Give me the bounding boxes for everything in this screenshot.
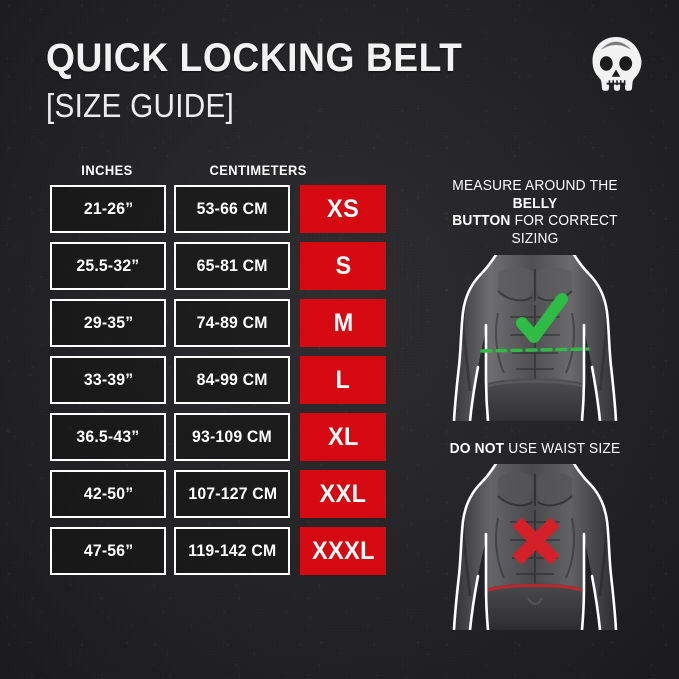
cell-inches: 47-56”	[50, 527, 167, 575]
caption-text-lite: FOR CORRECT SIZING	[510, 213, 618, 248]
cell-size-badge: S	[300, 242, 386, 290]
skull-icon	[589, 36, 643, 100]
cell-size-value: L	[335, 365, 351, 394]
cell-size-value: XXXL	[311, 536, 375, 565]
caption-text-heavy: DO NOT	[449, 440, 505, 457]
cell-centimeters: 119-142 CM	[174, 527, 291, 575]
cell-size-badge: L	[300, 356, 386, 404]
cell-size-badge: XL	[300, 413, 386, 461]
cell-size-value: M	[333, 308, 354, 337]
cell-inches-value: 47-56”	[83, 541, 133, 560]
table-row: 25.5-32” 65-81 CM S	[50, 242, 386, 290]
cell-inches-value: 42-50”	[83, 484, 133, 503]
cell-centimeters: 84-99 CM	[174, 356, 291, 404]
table-header-row: INCHES CENTIMETERS	[50, 162, 386, 178]
spacer	[424, 421, 646, 441]
cell-inches: 29-35”	[50, 299, 167, 347]
caption-text-heavy: BUTTON	[452, 213, 511, 230]
cell-centimeters-value: 74-89 CM	[196, 313, 268, 332]
cell-inches: 25.5-32”	[50, 242, 167, 290]
green-dashed-belly-line	[480, 347, 590, 353]
page-title: QUICK LOCKING BELT	[46, 36, 463, 80]
table-row: 42-50” 107-127 CM XXL	[50, 470, 386, 518]
cell-inches-value: 33-39”	[83, 370, 133, 389]
red-waist-line	[487, 584, 583, 592]
size-table: INCHES CENTIMETERS 21-26” 53-66 CM XS 25…	[50, 162, 386, 584]
cell-centimeters: 53-66 CM	[174, 185, 291, 233]
cell-size-value: XS	[327, 194, 360, 223]
cell-size-value: XL	[327, 422, 359, 451]
red-x-icon	[512, 517, 560, 566]
correct-measure-caption: MEASURE AROUND THE BELLY BUTTON FOR CORRE…	[430, 178, 641, 249]
column-header-centimeters: CENTIMETERS	[209, 162, 307, 178]
cell-inches: 36.5-43”	[50, 413, 167, 461]
caption-text-lite: MEASURE AROUND THE	[452, 178, 618, 194]
cell-inches-value: 25.5-32”	[76, 256, 140, 275]
correct-measure-figure	[424, 254, 646, 421]
column-header-size	[310, 162, 380, 178]
cell-centimeters-value: 107-127 CM	[187, 484, 277, 503]
page-title-block: QUICK LOCKING BELT [SIZE GUIDE]	[46, 38, 494, 122]
measurement-guide-panel: MEASURE AROUND THE BELLY BUTTON FOR CORRE…	[424, 178, 646, 631]
caption-text-lite: USE WAIST SIZE	[504, 440, 621, 457]
cell-inches: 33-39”	[50, 356, 167, 404]
cell-centimeters-value: 53-66 CM	[196, 199, 268, 218]
cell-size-value: S	[335, 251, 352, 280]
cell-centimeters: 93-109 CM	[174, 413, 291, 461]
incorrect-measure-figure	[424, 464, 646, 631]
cell-centimeters: 74-89 CM	[174, 299, 291, 347]
cell-centimeters: 107-127 CM	[174, 470, 291, 518]
cell-centimeters-value: 65-81 CM	[196, 256, 268, 275]
green-check-icon	[516, 292, 568, 343]
table-row: 47-56” 119-142 CM XXXL	[50, 527, 386, 575]
table-row: 33-39” 84-99 CM L	[50, 356, 386, 404]
cell-size-badge: XXXL	[300, 527, 386, 575]
cell-size-value: XXL	[319, 479, 367, 508]
column-header-inches: INCHES	[81, 162, 133, 178]
cell-centimeters: 65-81 CM	[174, 242, 291, 290]
incorrect-measure-caption: DO NOT USE WAIST SIZE	[430, 441, 641, 459]
caption-text-heavy: BELLY	[512, 195, 558, 212]
cell-centimeters-value: 119-142 CM	[188, 541, 277, 560]
table-row: 29-35” 74-89 CM M	[50, 299, 386, 347]
table-row: 21-26” 53-66 CM XS	[50, 185, 386, 233]
cell-size-badge: XXL	[300, 470, 386, 518]
cell-inches: 42-50”	[50, 470, 167, 518]
cell-centimeters-value: 93-109 CM	[192, 427, 273, 446]
cell-centimeters-value: 84-99 CM	[196, 370, 268, 389]
cell-size-badge: XS	[300, 185, 386, 233]
cell-size-badge: M	[300, 299, 386, 347]
cell-inches-value: 21-26”	[83, 199, 133, 218]
page-subtitle: [SIZE GUIDE]	[46, 87, 235, 124]
cell-inches-value: 36.5-43”	[76, 427, 140, 446]
cell-inches: 21-26”	[50, 185, 167, 233]
table-row: 36.5-43” 93-109 CM XL	[50, 413, 386, 461]
cell-inches-value: 29-35”	[83, 313, 133, 332]
